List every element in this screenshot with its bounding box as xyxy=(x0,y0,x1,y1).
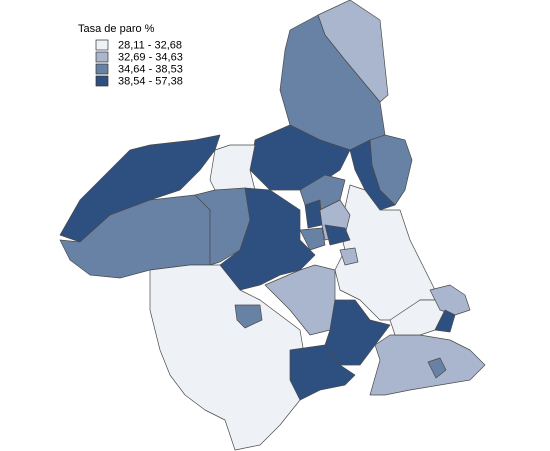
region xyxy=(209,144,256,191)
region xyxy=(349,139,396,211)
legend-swatch xyxy=(95,63,109,75)
region xyxy=(149,264,306,451)
region xyxy=(434,309,456,333)
region xyxy=(249,124,351,191)
legend-label: 38,54 - 57,38 xyxy=(118,75,183,87)
legend-label: 32,69 - 34,63 xyxy=(118,51,183,63)
region xyxy=(304,199,323,229)
region xyxy=(234,304,263,329)
region xyxy=(427,357,447,379)
region xyxy=(219,187,316,291)
legend-swatch xyxy=(95,39,109,51)
region xyxy=(324,299,391,366)
region xyxy=(429,284,471,316)
legend-label: 34,64 - 38,53 xyxy=(118,63,183,75)
legend-swatch xyxy=(95,51,109,63)
region xyxy=(339,247,359,266)
legend-label: 28,11 - 32,68 xyxy=(118,39,182,51)
legend-swatch xyxy=(95,75,109,87)
region xyxy=(289,344,356,401)
region xyxy=(369,334,486,396)
region xyxy=(299,227,326,251)
regions xyxy=(59,0,486,451)
legend-title: Tasa de paro % xyxy=(78,23,155,35)
region xyxy=(324,224,351,246)
